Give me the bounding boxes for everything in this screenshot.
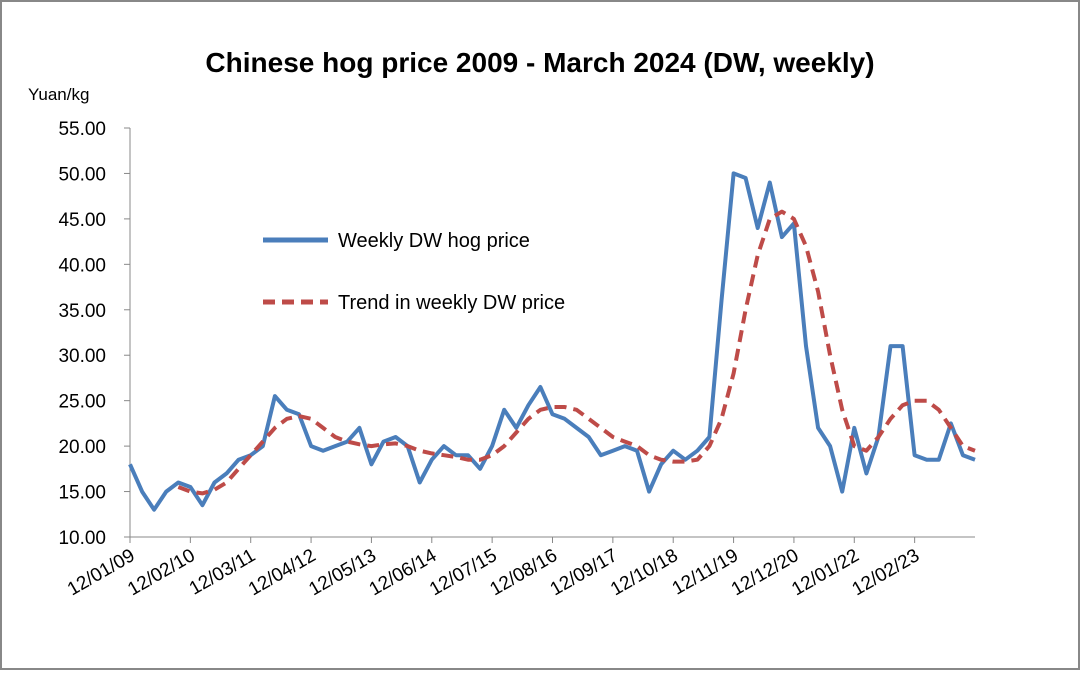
y-tick-label: 35.00: [58, 301, 106, 322]
y-axis-label: Yuan/kg: [28, 85, 89, 104]
y-tick-label: 50.00: [58, 164, 106, 185]
y-tick-label: 30.00: [58, 346, 106, 367]
y-tick-label: 40.00: [58, 255, 106, 276]
data-line: [128, 171, 976, 512]
y-tick-label: 55.00: [58, 119, 106, 140]
y-tick-label: 45.00: [58, 210, 106, 231]
y-tick-label: 10.00: [58, 528, 106, 549]
y-tick-label: 15.00: [58, 483, 106, 504]
legend-label: Trend in weekly DW price: [338, 292, 565, 314]
data-line: [177, 209, 976, 496]
y-tick-label: 25.00: [58, 392, 106, 413]
legend-label: Weekly DW hog price: [338, 230, 530, 252]
y-tick-label: 20.00: [58, 437, 106, 458]
chart-title: Chinese hog price 2009 - March 2024 (DW,…: [205, 47, 874, 78]
